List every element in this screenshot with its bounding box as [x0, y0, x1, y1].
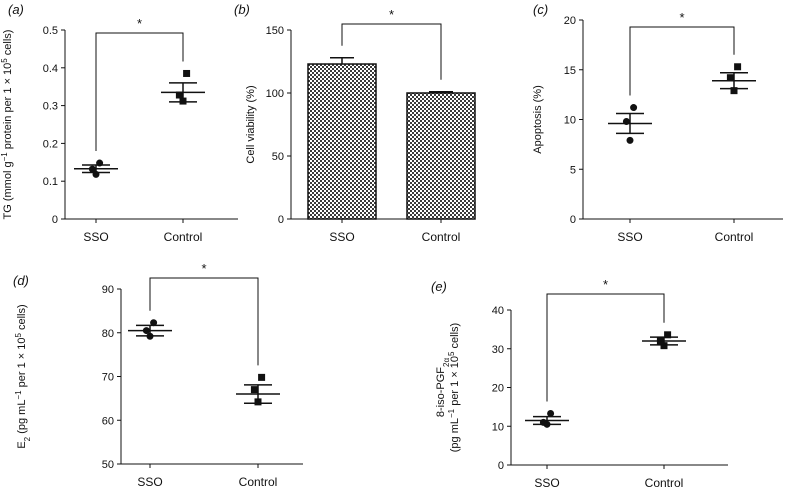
data-point	[175, 91, 183, 99]
data-point	[258, 373, 266, 381]
y-tick-label: 60	[102, 415, 114, 427]
y-axis-title: E2 (pg mL−1 per 1 × 105 cells)	[14, 304, 32, 448]
panel-b: (b) 0 50 100 150 SSO Control Cell viability (%)…	[234, 2, 476, 244]
significance-marker: *	[603, 277, 608, 292]
y-tick-label: 80	[102, 328, 114, 340]
y-tick-label: 0.5	[43, 25, 58, 37]
panel-letter: (b)	[234, 2, 250, 17]
y-tick-label: 70	[102, 372, 114, 384]
y-tick-label: 20	[564, 15, 576, 27]
y-tick-label: 5	[570, 164, 576, 176]
panel-a: (a) 0 0.1 0.2 0.3 0.4 0.5 SSO Control TG (mmol g−…	[0, 2, 238, 244]
y-tick-label: 0	[52, 214, 58, 226]
y-tick-label: 40	[492, 305, 504, 317]
y-axis-title: Apoptosis (%)	[532, 85, 544, 153]
data-point	[150, 319, 158, 327]
x-category-label: SSO	[617, 230, 642, 244]
y-tick-label: 100	[266, 88, 284, 100]
y-tick-label: 0	[498, 460, 504, 472]
panel-d: (d) 50 60 70 80 90 SSO Control E2 (pg mL−1 per 1…	[13, 261, 303, 488]
y-tick-label: 20	[492, 383, 504, 395]
significance-bracket	[546, 293, 665, 402]
data-point	[664, 331, 672, 339]
y-tick-label: 0.2	[43, 138, 58, 150]
x-category-label: Control	[164, 230, 203, 244]
significance-marker: *	[137, 16, 142, 31]
panel-letter: (a)	[8, 2, 24, 17]
data-point	[726, 74, 734, 82]
significance-bracket	[149, 277, 259, 366]
y-tick-label: 0	[278, 214, 284, 226]
significance-marker: *	[389, 7, 394, 22]
x-category-label: SSO	[83, 230, 108, 244]
data-point	[630, 104, 638, 112]
significance-bracket	[95, 32, 184, 152]
data-point	[183, 69, 191, 77]
bar	[406, 92, 476, 220]
panel-letter: (d)	[13, 273, 29, 288]
y-tick-label: 150	[266, 25, 284, 37]
y-axis-title-line2: (pg mL−1 per 1 × 105 cells)	[447, 323, 462, 452]
significance-bracket	[629, 26, 735, 96]
significance-bracket	[341, 23, 442, 80]
x-category-label: Control	[645, 476, 684, 488]
data-point	[250, 386, 258, 394]
y-tick-label: 10	[492, 421, 504, 433]
x-category-label: SSO	[137, 475, 162, 488]
significance-marker: *	[201, 261, 206, 276]
y-tick-label: 90	[102, 284, 114, 296]
y-axis-title: Cell viability (%)	[245, 85, 257, 163]
y-tick-label: 0.3	[43, 101, 58, 113]
y-axis-title: TG (mmol g−1 protein per 1 × 105 cells)	[0, 30, 14, 220]
data-point	[547, 409, 555, 417]
x-category-label: SSO	[534, 476, 559, 488]
panel-e: (e) 0 10 20 30 40 SSO Control 8-iso-PGF2α(pg mL−…	[431, 277, 728, 488]
y-tick-label: 0.1	[43, 176, 58, 188]
significance-marker: *	[679, 10, 684, 25]
y-tick-label: 0	[570, 214, 576, 226]
x-category-label: Control	[422, 230, 461, 244]
x-category-label: Control	[715, 230, 754, 244]
panel-letter: (e)	[431, 279, 447, 294]
data-point	[660, 342, 668, 350]
y-tick-label: 10	[564, 115, 576, 127]
panel-letter: (c)	[533, 2, 548, 17]
x-category-label: SSO	[329, 230, 354, 244]
y-axis-title-line1: 8-iso-PGF2α	[435, 358, 451, 418]
y-tick-label: 0.4	[43, 63, 58, 75]
y-tick-label: 15	[564, 65, 576, 77]
data-point	[626, 136, 634, 144]
y-tick-label: 50	[102, 459, 114, 471]
bar	[307, 63, 377, 220]
x-category-label: Control	[239, 475, 278, 488]
y-tick-label: 30	[492, 344, 504, 356]
panel-c: (c) 0 5 10 15 20 SSO Control Apoptosis (%) *	[532, 2, 783, 244]
y-tick-label: 50	[272, 151, 284, 163]
data-point	[734, 63, 742, 71]
data-point	[730, 87, 738, 95]
